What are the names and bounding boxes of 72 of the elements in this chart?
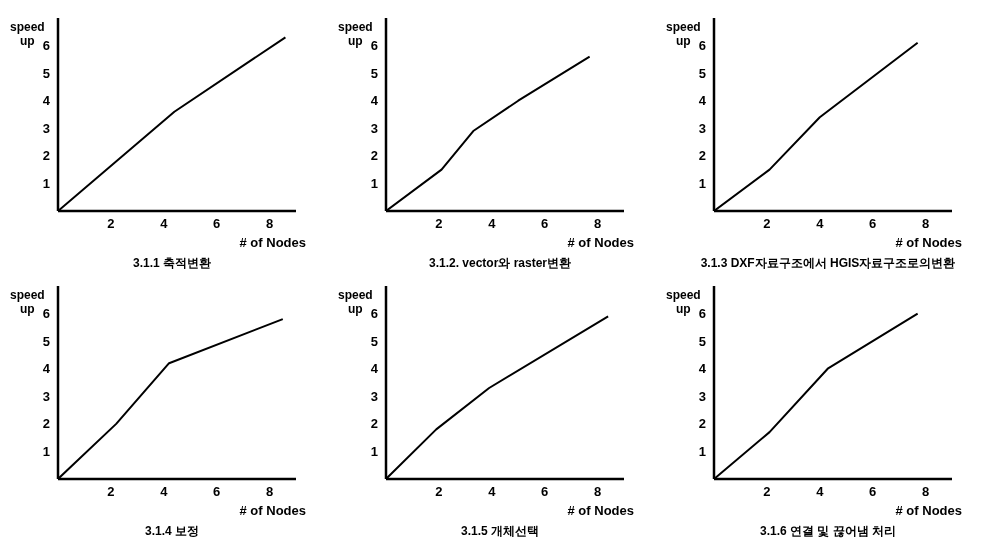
x-tick-label: 2 — [763, 216, 771, 232]
y-tick-label: 6 — [698, 38, 706, 54]
x-tick-label: 6 — [213, 216, 221, 232]
y-tick-label: 1 — [370, 444, 378, 460]
y-tick-label: 2 — [698, 416, 706, 432]
x-tick-label: 2 — [435, 484, 443, 500]
y-tick-label: 4 — [698, 361, 707, 377]
y-tick-label: 2 — [370, 416, 378, 432]
y-tick-label: 3 — [370, 120, 378, 136]
x-tick-label: 2 — [107, 216, 115, 232]
x-axis-title: # of Nodes — [567, 235, 634, 250]
y-tick-label: 5 — [698, 333, 706, 349]
x-axis-title: # of Nodes — [895, 503, 962, 518]
x-tick-label: 4 — [488, 484, 497, 500]
y-tick-label: 3 — [698, 120, 706, 136]
y-tick-label: 2 — [698, 148, 706, 164]
y-tick-label: 5 — [698, 65, 706, 81]
x-tick-label: 4 — [160, 216, 169, 232]
text: 3.1.6 연결 및 끊어냄 처리 — [759, 523, 897, 540]
y-tick-label: 2 — [42, 148, 50, 164]
text: 3.1.4 보정 — [144, 523, 200, 540]
x-tick-label: 6 — [213, 484, 221, 500]
y-tick-label: 4 — [698, 93, 707, 109]
y-tick-label: 2 — [370, 148, 378, 164]
x-axis-title: # of Nodes — [239, 503, 306, 518]
y-tick-label: 1 — [370, 176, 378, 192]
y-tick-label: 3 — [42, 388, 50, 404]
text: 3.1.2. vector와 raster변환 — [427, 255, 573, 272]
text: 3.1.1 축적변환 — [132, 255, 212, 272]
y-tick-label: 4 — [370, 361, 379, 377]
y-tick-label: 4 — [42, 361, 51, 377]
x-tick-label: 8 — [593, 484, 602, 500]
x-tick-label: 6 — [869, 484, 877, 500]
x-tick-label: 6 — [541, 484, 549, 500]
y-tick-label: 1 — [698, 444, 706, 460]
x-axis-title: # of Nodes — [567, 503, 634, 518]
y-tick-label: 5 — [370, 333, 378, 349]
x-tick-label: 2 — [107, 484, 115, 500]
y-tick-label: 6 — [370, 38, 378, 54]
y-tick-label: 6 — [42, 306, 50, 322]
y-tick-label: 3 — [370, 388, 378, 404]
x-tick-label: 2 — [763, 484, 771, 500]
x-tick-label: 8 — [265, 216, 274, 232]
text: 3.1.3 DXF자료구조에서 HGIS자료구조로의변환 — [699, 255, 957, 272]
y-tick-label: 6 — [370, 306, 378, 322]
y-tick-label: 3 — [42, 120, 50, 136]
y-tick-label: 1 — [42, 176, 50, 192]
y-tick-label: 6 — [698, 306, 706, 322]
x-tick-label: 8 — [265, 484, 274, 500]
y-tick-label: 5 — [42, 333, 50, 349]
y-tick-label: 1 — [42, 444, 50, 460]
x-tick-label: 4 — [816, 216, 825, 232]
text: 3.1.5 개체선택 — [460, 523, 540, 540]
y-tick-label: 1 — [698, 176, 706, 192]
x-axis-title: # of Nodes — [239, 235, 306, 250]
x-tick-label: 8 — [921, 216, 930, 232]
y-tick-label: 5 — [42, 65, 50, 81]
x-axis-title: # of Nodes — [895, 235, 962, 250]
x-tick-label: 2 — [435, 216, 443, 232]
y-tick-label: 5 — [370, 65, 378, 81]
x-tick-label: 6 — [869, 216, 877, 232]
x-tick-label: 4 — [816, 484, 825, 500]
x-tick-label: 8 — [593, 216, 602, 232]
x-tick-label: 4 — [488, 216, 497, 232]
y-tick-label: 4 — [370, 93, 379, 109]
y-tick-label: 4 — [42, 93, 51, 109]
y-tick-label: 2 — [42, 416, 50, 432]
x-tick-label: 6 — [541, 216, 549, 232]
x-tick-label: 8 — [921, 484, 930, 500]
y-tick-label: 3 — [698, 388, 706, 404]
y-tick-label: 6 — [42, 38, 50, 54]
x-tick-label: 4 — [160, 484, 169, 500]
